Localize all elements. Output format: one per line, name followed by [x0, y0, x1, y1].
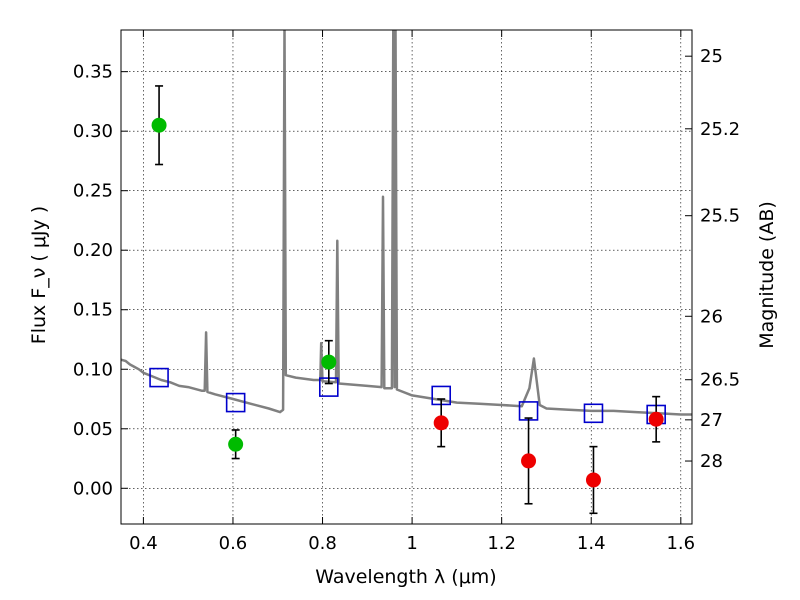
right-tick-label: 26: [700, 306, 723, 327]
right-tick-label: 27: [700, 410, 723, 431]
x-tick-label: 0.6: [219, 533, 248, 554]
right-tick-label: 25.2: [700, 119, 740, 140]
x-tick-label: 0.4: [129, 533, 158, 554]
y-tick-label: 0.10: [73, 359, 113, 380]
x-tick-label: 0.8: [308, 533, 337, 554]
right-tick-label: 25.5: [700, 206, 740, 227]
y-tick-label: 0.15: [73, 300, 113, 321]
y-axis-label: Flux F_ν ( μJy ): [28, 206, 50, 344]
y-axis-right-label: Magnitude (AB): [756, 201, 778, 349]
y-axis-left: 0.00 0.05 0.10 0.15 0.20 0.25 0.30 0.35: [73, 62, 128, 499]
data-point: [321, 354, 337, 370]
model-point: [149, 367, 169, 388]
data-point: [433, 415, 449, 431]
x-tick-label: 1: [406, 533, 417, 554]
x-tick-label: 1.6: [666, 533, 695, 554]
y-tick-label: 0.05: [73, 419, 113, 440]
data-point: [648, 411, 664, 427]
data-point: [151, 117, 167, 133]
plot-background: [121, 30, 692, 524]
data-point: [521, 453, 537, 469]
right-tick-label: 26.5: [700, 370, 740, 391]
plot-frame: [120, 29, 693, 525]
y-tick-label: 0.25: [73, 181, 113, 202]
x-tick-label: 1.4: [577, 533, 606, 554]
y-axis-right: 25 25.2 25.5 26 26.5 27 28: [685, 46, 740, 472]
data-point: [585, 472, 601, 488]
model-point: [225, 392, 246, 413]
series-layer: [121, 30, 692, 515]
y-tick-label: 0.00: [73, 478, 113, 499]
y-tick-label: 0.20: [73, 240, 113, 261]
x-tick-label: 1.2: [487, 533, 516, 554]
right-tick-label: 25: [700, 46, 723, 67]
grid: [121, 30, 692, 524]
y-tick-label: 0.35: [73, 62, 113, 83]
model-point: [583, 403, 604, 424]
data-point: [228, 436, 244, 452]
right-tick-label: 28: [700, 451, 723, 472]
spectrum-line: [121, 30, 692, 416]
x-axis-label: Wavelength λ (μm): [315, 566, 496, 588]
y-tick-label: 0.30: [73, 121, 113, 142]
x-axis: 0.4 0.6 0.8 1 1.2 1.4 1.6: [129, 30, 695, 554]
